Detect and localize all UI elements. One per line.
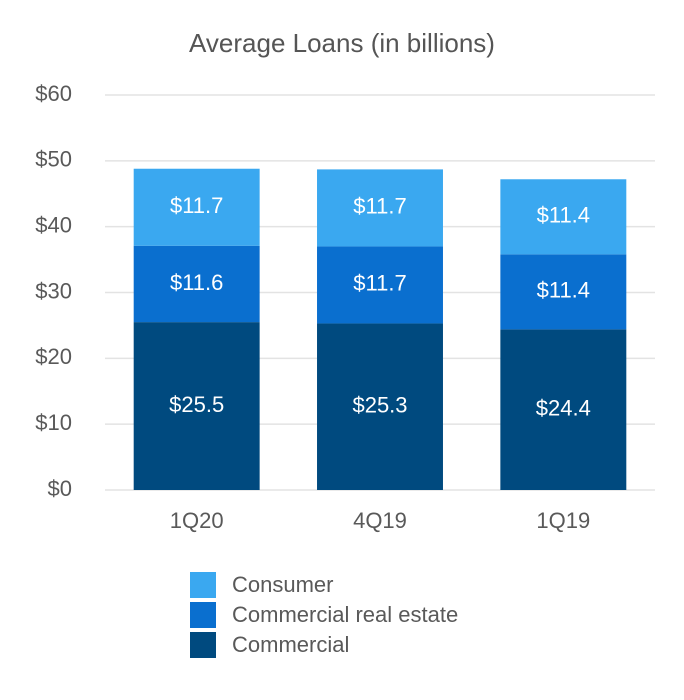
x-tick-label: 1Q20: [170, 508, 224, 533]
bar-segment: [133, 245, 260, 323]
chart-title: Average Loans (in billions): [189, 28, 495, 58]
legend-label: Commercial: [232, 632, 349, 657]
bar-segment: [500, 329, 627, 490]
data-label: $11.4: [537, 278, 590, 303]
x-tick-label: 4Q19: [353, 508, 407, 533]
bar-segment: [317, 323, 443, 490]
legend-swatch: [190, 572, 216, 598]
bar-segment: [500, 254, 627, 330]
y-tick-label: $10: [35, 410, 72, 435]
x-tick-label: 1Q19: [536, 508, 590, 533]
bar-segment: [133, 322, 260, 490]
data-label: $11.7: [353, 194, 406, 219]
y-tick-label: $0: [48, 476, 72, 501]
data-label: $24.4: [536, 395, 591, 420]
data-label: $11.6: [170, 270, 223, 295]
y-tick-label: $40: [35, 212, 72, 237]
data-label: $11.7: [353, 271, 406, 296]
data-label: $25.5: [169, 392, 224, 417]
bar-segment: [317, 169, 443, 247]
bar-segment: [500, 179, 627, 255]
y-tick-label: $20: [35, 344, 72, 369]
legend-swatch: [190, 632, 216, 658]
legend-label: Consumer: [232, 572, 333, 597]
y-tick-label: $60: [35, 81, 72, 106]
y-tick-label: $50: [35, 147, 72, 172]
data-label: $11.4: [537, 203, 590, 228]
data-label: $25.3: [352, 393, 407, 418]
y-tick-label: $30: [35, 278, 72, 303]
bar-segment: [317, 246, 443, 324]
bar-segment: [133, 168, 260, 246]
data-label: $11.7: [170, 193, 223, 218]
legend-swatch: [190, 602, 216, 628]
legend-label: Commercial real estate: [232, 602, 458, 627]
